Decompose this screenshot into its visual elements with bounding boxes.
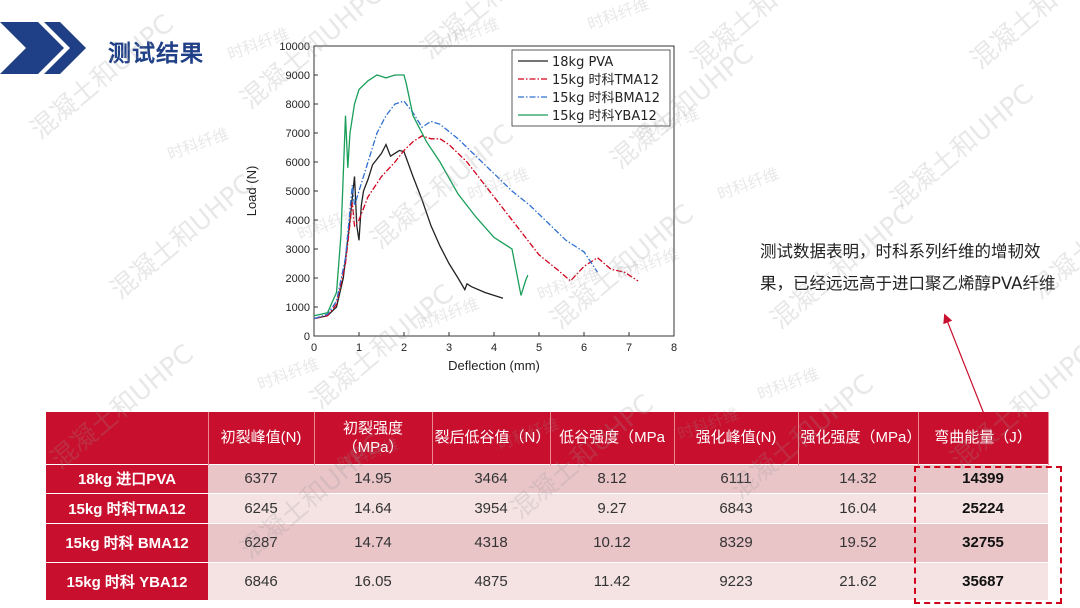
y-tick-label: 0 <box>304 331 310 343</box>
table-header-cell: 初裂强度（MPa） <box>314 412 433 464</box>
x-tick-label: 2 <box>401 342 407 354</box>
table-cell: 25224 <box>918 492 1048 523</box>
table-header-cell: 强化强度（MPa） <box>798 412 921 464</box>
table-cell: 6843 <box>674 492 798 523</box>
table-cell: 16.04 <box>798 492 918 523</box>
y-tick-label: 7000 <box>286 128 310 140</box>
table-cell: 4318 <box>432 522 550 562</box>
legend-box <box>511 49 671 127</box>
table-row: 18kg 进口PVA 6377 14.95 3464 8.12 6111 14.… <box>46 463 1048 493</box>
y-tick-label: 9000 <box>286 70 310 82</box>
row-label: 15kg 时科 BMA12 <box>46 522 208 562</box>
table-cell: 10.12 <box>550 522 674 562</box>
load-deflection-chart: 0 1 2 3 4 5 6 7 8 0 1000 2000 3000 4000 5000 6000 7000 80… <box>244 41 677 373</box>
y-tick-label: 1000 <box>286 302 310 314</box>
x-tick-label: 1 <box>356 342 362 354</box>
table-cell: 14.74 <box>314 522 432 562</box>
x-tick-label: 0 <box>311 342 317 354</box>
table-header-cell <box>46 412 209 464</box>
table-cell: 14.32 <box>798 463 918 493</box>
watermark-text: 时科纤维 <box>755 364 822 404</box>
table-cell: 6377 <box>208 463 314 493</box>
series-line-4 <box>313 74 529 317</box>
y-tick-label: 6000 <box>286 157 310 169</box>
table-cell: 6846 <box>208 561 314 600</box>
watermark-text: 混凝土和UHPC <box>685 0 839 75</box>
row-label: 15kg 时科 YBA12 <box>46 561 208 600</box>
table-cell: 32755 <box>918 522 1048 562</box>
y-tick-label: 8000 <box>286 99 310 111</box>
y-tick-label: 2000 <box>286 273 310 285</box>
table-cell: 6245 <box>208 492 314 523</box>
watermark-text: 时科纤维 <box>165 124 232 164</box>
watermark-text: 混凝土和UHPC <box>965 0 1080 75</box>
results-table: 初裂峰值(N) 初裂强度（MPa） 裂后低谷值（N） 低谷强度（MPa 强化峰值… <box>46 412 1049 600</box>
x-tick-label: 8 <box>671 342 677 354</box>
watermark-text: 时科纤维 <box>715 164 782 204</box>
x-tick-label: 4 <box>491 342 497 354</box>
table-cell: 6287 <box>208 522 314 562</box>
table-cell: 8.12 <box>550 463 674 493</box>
table-header-cell: 强化峰值(N) <box>674 412 799 464</box>
y-tick-label: 4000 <box>286 215 310 227</box>
row-label: 15kg 时科TMA12 <box>46 492 208 523</box>
series-line-2 <box>313 135 639 320</box>
summary-text: 测试数据表明，时科系列纤维的增韧效果，已经远远高于进口聚乙烯醇PVA纤维 <box>760 242 1056 293</box>
series-line-1 <box>313 143 504 320</box>
table-cell: 14.64 <box>314 492 432 523</box>
table-cell: 21.62 <box>798 561 918 600</box>
y-tick-label: 3000 <box>286 244 310 256</box>
table-cell: 35687 <box>918 561 1048 600</box>
legend-label: 18kg PVA <box>552 55 613 70</box>
table-cell: 11.42 <box>550 561 674 600</box>
x-tick-label: 3 <box>446 342 452 354</box>
table-cell: 3464 <box>432 463 550 493</box>
y-tick-label: 10000 <box>279 41 310 53</box>
table-row: 15kg 时科TMA12 6245 14.64 3954 9.27 6843 1… <box>46 492 1048 523</box>
table-row: 15kg 时科 BMA12 6287 14.74 4318 10.12 8329… <box>46 522 1048 562</box>
legend-label: 15kg 时科YBA12 <box>552 109 657 124</box>
table-header-row: 初裂峰值(N) 初裂强度（MPa） 裂后低谷值（N） 低谷强度（MPa 强化峰值… <box>46 412 1049 464</box>
legend-label: 15kg 时科TMA12 <box>552 73 659 88</box>
table-cell: 4875 <box>432 561 550 600</box>
table-header-cell: 裂后低谷值（N） <box>432 412 551 464</box>
x-axis-label: Deflection (mm) <box>448 358 540 373</box>
x-tick-label: 5 <box>536 342 542 354</box>
table-cell: 16.05 <box>314 561 432 600</box>
table-row: 15kg 时科 YBA12 6846 16.05 4875 11.42 9223… <box>46 561 1048 600</box>
y-axis-label: Load (N) <box>244 166 259 217</box>
table-cell: 6111 <box>674 463 798 493</box>
energy-highlight-box <box>914 466 1062 604</box>
y-tick-label: 5000 <box>286 186 310 198</box>
table-cell: 3954 <box>432 492 550 523</box>
table-cell: 14.95 <box>314 463 432 493</box>
legend-label: 15kg 时科BMA12 <box>552 91 660 106</box>
table-cell: 14399 <box>918 463 1048 493</box>
table-header-cell: 初裂峰值(N) <box>208 412 315 464</box>
x-tick-label: 6 <box>581 342 587 354</box>
table-cell: 8329 <box>674 522 798 562</box>
slide-title: 测试结果 <box>108 41 204 67</box>
watermark-text: 混凝土和UHPC <box>885 79 1039 215</box>
table-cell: 9.27 <box>550 492 674 523</box>
row-label: 18kg 进口PVA <box>46 463 208 493</box>
table-header-cell: 低谷强度（MPa <box>550 412 675 464</box>
watermark-text: 时科纤维 <box>585 0 652 34</box>
x-tick-label: 7 <box>626 342 632 354</box>
chevron-arrow-icon <box>0 22 86 74</box>
table-cell: 19.52 <box>798 522 918 562</box>
table-cell: 9223 <box>674 561 798 600</box>
table-header-cell: 弯曲能量（J） <box>918 412 1049 464</box>
